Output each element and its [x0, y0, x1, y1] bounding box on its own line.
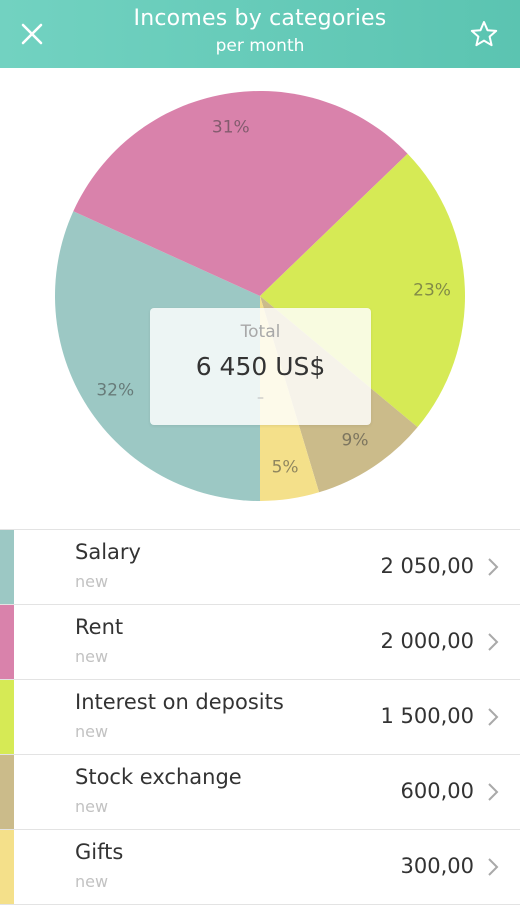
- category-row-salary[interactable]: Salary new 2 050,00: [0, 530, 520, 605]
- category-row-rent[interactable]: Rent new 2 000,00: [0, 605, 520, 680]
- category-list: Salary new 2 050,00 Rent new 2 000,00 In…: [0, 529, 520, 905]
- category-color-swatch: [0, 530, 14, 604]
- category-color-swatch: [0, 605, 14, 679]
- total-dash: –: [257, 390, 264, 406]
- category-color-swatch: [0, 830, 14, 904]
- chevron-right-icon: [488, 558, 499, 576]
- chevron-right-icon: [488, 708, 499, 726]
- total-label: Total: [240, 322, 281, 342]
- category-amount: 300,00: [400, 854, 474, 878]
- category-row-interest-on-deposits[interactable]: Interest on deposits new 1 500,00: [0, 680, 520, 755]
- pie-chart-svg: 32% 31% 23% 9% 5%: [54, 91, 465, 501]
- page-subtitle: per month: [215, 36, 305, 56]
- income-pie-chart: 32% 31% 23% 9% 5% Total 6 450 US$ –: [0, 68, 520, 528]
- pie-percent-label: 23%: [413, 281, 451, 301]
- category-amount: 2 000,00: [380, 629, 474, 653]
- pie-percent-label: 31%: [212, 117, 250, 137]
- category-amount: 2 050,00: [380, 554, 474, 578]
- category-status: new: [75, 797, 109, 816]
- category-status: new: [75, 572, 109, 591]
- close-icon: [21, 23, 43, 45]
- category-name: Salary: [75, 540, 141, 564]
- category-row-stock-exchange[interactable]: Stock exchange new 600,00: [0, 755, 520, 830]
- category-row-gifts[interactable]: Gifts new 300,00: [0, 830, 520, 905]
- category-color-swatch: [0, 755, 14, 829]
- total-value: 6 450 US$: [195, 352, 326, 381]
- pie-slice-rent: [73, 91, 408, 297]
- total-summary-box: Total 6 450 US$ –: [150, 308, 371, 425]
- chevron-right-icon: [488, 633, 499, 651]
- category-name: Stock exchange: [75, 765, 242, 789]
- pie-slice-interest-on-deposits: [260, 153, 465, 428]
- category-status: new: [75, 647, 109, 666]
- chevron-right-icon: [488, 858, 499, 876]
- category-status: new: [75, 722, 109, 741]
- category-name: Interest on deposits: [75, 690, 284, 714]
- pie-percent-label: 9%: [342, 431, 369, 451]
- category-status: new: [75, 872, 109, 891]
- pie-percent-label: 32%: [96, 380, 134, 400]
- category-color-swatch: [0, 680, 14, 754]
- star-icon: [470, 21, 498, 47]
- category-amount: 1 500,00: [380, 704, 474, 728]
- page-title: Incomes by categories: [133, 6, 387, 31]
- pie-percent-label: 5%: [272, 457, 299, 477]
- category-amount: 600,00: [400, 779, 474, 803]
- category-name: Gifts: [75, 840, 124, 864]
- category-name: Rent: [75, 615, 124, 639]
- chevron-right-icon: [488, 783, 499, 801]
- app-header: Incomes by categories per month: [0, 0, 520, 68]
- close-button[interactable]: [16, 18, 48, 50]
- favorite-button[interactable]: [468, 18, 500, 50]
